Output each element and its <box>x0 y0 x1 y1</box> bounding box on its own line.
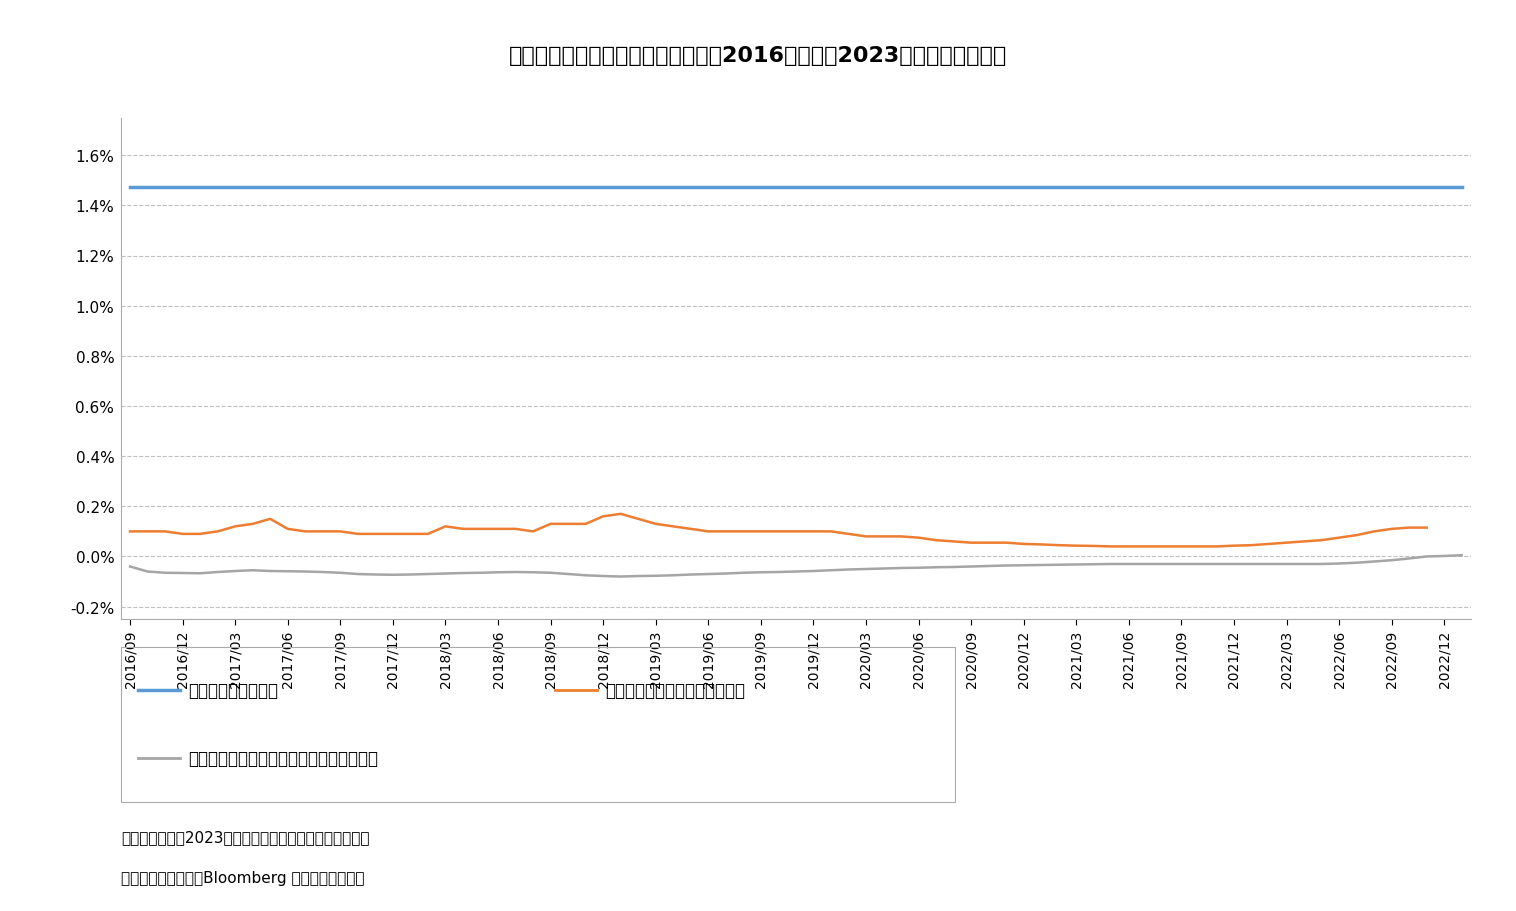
無担保コールレート（オーバーナイト物） <box>121 561 139 572</box>
短期プライムレート <box>121 182 139 193</box>
Text: 無担保コールレート（オーバーナイト物）: 無担保コールレート（オーバーナイト物） <box>188 750 377 767</box>
Line: 定期預金金利（６カ月～１年）: 定期預金金利（６カ月～１年） <box>130 514 1427 547</box>
短期プライムレート <box>1452 182 1471 193</box>
短期プライムレート <box>576 182 594 193</box>
無担保コールレート（オーバーナイト物） <box>576 570 594 581</box>
Text: 定期預金金利（６カ月～１年）: 定期預金金利（６カ月～１年） <box>605 681 744 699</box>
無担保コールレート（オーバーナイト物） <box>559 568 578 579</box>
短期プライムレート <box>384 182 402 193</box>
無担保コールレート（オーバーナイト物） <box>611 571 629 582</box>
短期プライムレート <box>559 182 578 193</box>
無担保コールレート（オーバーナイト物） <box>875 563 893 574</box>
無担保コールレート（オーバーナイト物） <box>682 569 700 580</box>
定期預金金利（６カ月～１年） <box>699 527 717 537</box>
定期預金金利（６カ月～１年） <box>857 531 875 542</box>
Line: 無担保コールレート（オーバーナイト物）: 無担保コールレート（オーバーナイト物） <box>130 556 1461 577</box>
短期プライムレート <box>857 182 875 193</box>
Text: 短期プライムレート: 短期プライムレート <box>188 681 277 699</box>
Text: 図表３：主な短期金利指標の推移（2016年９月～2023年２月：月末値）: 図表３：主な短期金利指標の推移（2016年９月～2023年２月：月末値） <box>509 46 1007 66</box>
Text: （資料：日本銀行、Bloomberg データから作成）: （資料：日本銀行、Bloomberg データから作成） <box>121 870 365 885</box>
定期預金金利（６カ月～１年） <box>121 527 139 537</box>
無担保コールレート（オーバーナイト物） <box>717 568 735 579</box>
定期預金金利（６カ月～１年） <box>664 521 682 532</box>
定期預金金利（６カ月～１年） <box>576 519 594 530</box>
無担保コールレート（オーバーナイト物） <box>384 569 402 580</box>
短期プライムレート <box>664 182 682 193</box>
無担保コールレート（オーバーナイト物） <box>1452 550 1471 561</box>
短期プライムレート <box>699 182 717 193</box>
定期預金金利（６カ月～１年） <box>559 519 578 530</box>
定期預金金利（６カ月～１年） <box>384 528 402 539</box>
Text: 注：執筆時点で2023年２月時点の定期預金金利は未公表: 注：執筆時点で2023年２月時点の定期預金金利は未公表 <box>121 829 370 844</box>
